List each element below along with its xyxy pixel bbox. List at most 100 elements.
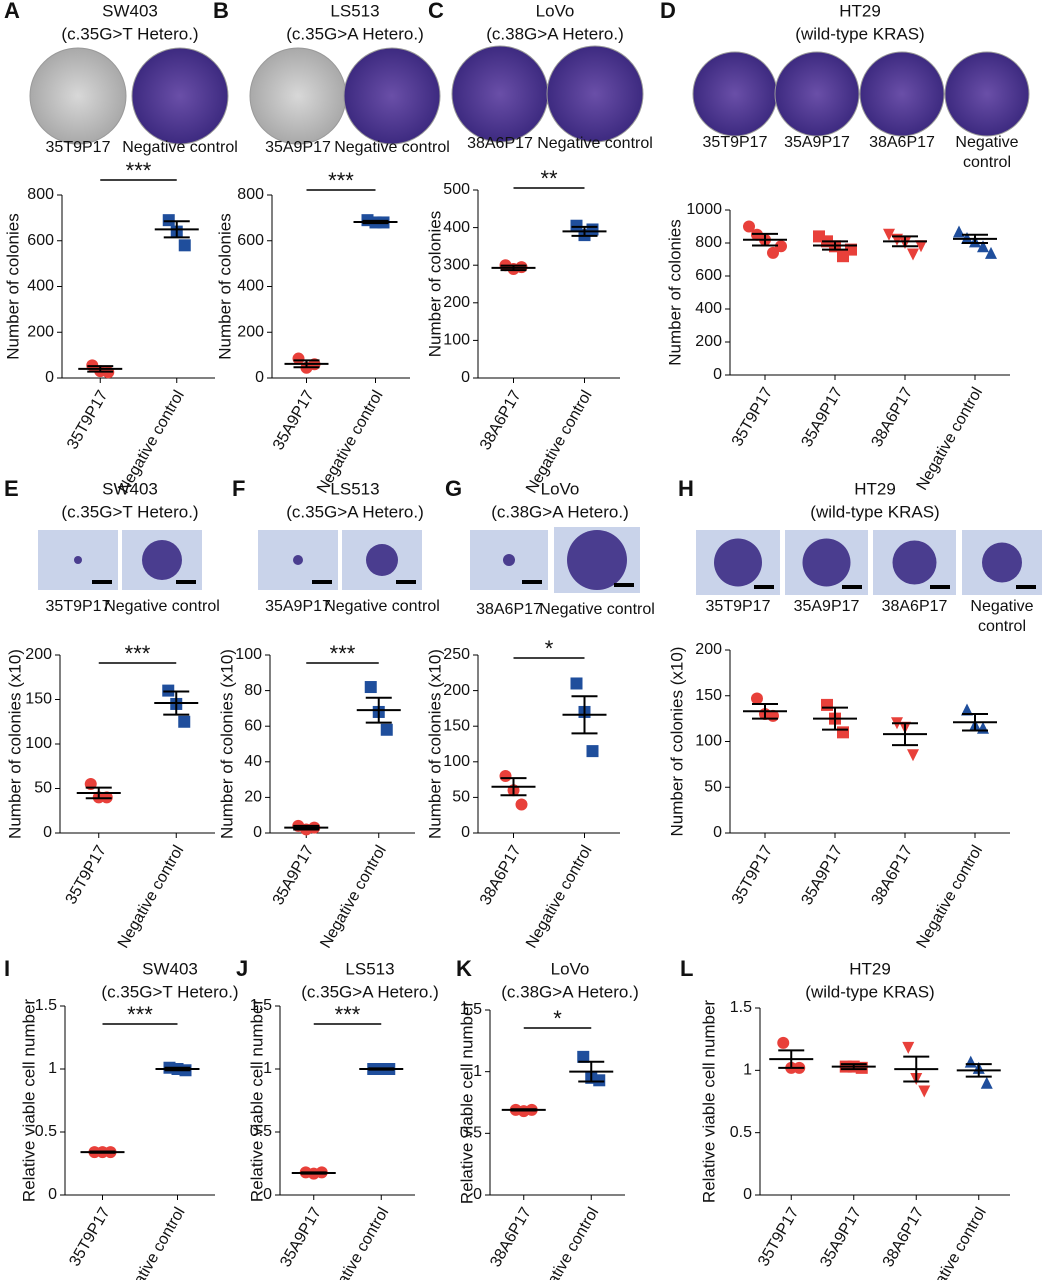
y-tick-label: 1.5 xyxy=(250,997,272,1014)
data-point xyxy=(751,692,763,705)
panel-letter: E xyxy=(4,476,19,501)
panel-letter: L xyxy=(680,956,693,981)
x-tick-label: 35A9P17 xyxy=(270,843,318,909)
y-axis-label: Number of colonies xyxy=(3,213,22,359)
colony xyxy=(293,555,303,565)
y-tick-label: 500 xyxy=(443,181,470,198)
y-tick-label: 600 xyxy=(695,267,722,284)
panel-title: LoVo xyxy=(551,959,590,978)
data-point xyxy=(178,715,191,728)
x-tick-label: Negative control xyxy=(917,1205,990,1280)
data-point xyxy=(883,228,895,241)
x-tick-label: 35A9P17 xyxy=(277,1205,325,1271)
image-caption: Negative control xyxy=(122,139,238,156)
y-tick-label: 60 xyxy=(244,717,262,734)
y-tick-label: 300 xyxy=(443,256,470,273)
significance-label: *** xyxy=(126,158,152,183)
x-tick-label: 35A9P17 xyxy=(798,843,846,909)
y-tick-label: 600 xyxy=(27,232,54,249)
scale-bar xyxy=(754,585,774,589)
image-caption: 38A6P17 xyxy=(881,598,948,615)
panel-title: (c.35G>T Hetero.) xyxy=(61,502,198,521)
data-point xyxy=(162,214,175,227)
image-caption: Negative control xyxy=(955,134,1019,171)
y-tick-label: 200 xyxy=(237,323,264,340)
panel-title: (c.38G>A Hetero.) xyxy=(486,24,623,43)
data-point xyxy=(515,798,528,811)
dish-image xyxy=(692,51,778,137)
image-caption: 35A9P17 xyxy=(784,134,850,151)
colony xyxy=(503,554,515,566)
data-point xyxy=(570,677,583,690)
y-tick-label: 0 xyxy=(45,369,54,386)
colony xyxy=(366,544,398,576)
x-tick-label: 35A9P17 xyxy=(270,388,318,454)
panel-title: (c.38G>A Hetero.) xyxy=(501,982,638,1001)
significance-label: *** xyxy=(127,1002,153,1027)
image-caption: Negative control xyxy=(537,135,653,152)
data-point xyxy=(837,726,849,739)
y-tick-label: 0 xyxy=(473,1186,482,1203)
y-tick-label: 0 xyxy=(743,1186,752,1203)
panel-letter: A xyxy=(4,0,20,23)
y-tick-label: 1.5 xyxy=(460,1001,482,1018)
dish-image xyxy=(29,47,127,145)
y-tick-label: 1.5 xyxy=(730,999,752,1016)
image-caption: 35T9P17 xyxy=(702,134,768,151)
y-axis-label: Number of colonies xyxy=(425,211,444,357)
scale-bar xyxy=(176,580,196,584)
dish-image xyxy=(131,47,229,145)
colony xyxy=(714,538,762,587)
panel-letter: F xyxy=(232,476,245,501)
data-point xyxy=(977,240,989,253)
x-tick-label: Negative control xyxy=(530,1205,603,1280)
panel-title: (wild-type KRAS) xyxy=(810,502,939,521)
data-point xyxy=(980,1076,993,1089)
panel-letter: H xyxy=(678,476,694,501)
colony xyxy=(802,538,851,587)
panel-title: (c.35G>A Hetero.) xyxy=(301,982,438,1001)
y-tick-label: 1.5 xyxy=(35,997,57,1014)
panel-title: (wild-type KRAS) xyxy=(805,982,934,1001)
panel-letter: D xyxy=(660,0,676,23)
y-axis-label: Number of colonies (x10) xyxy=(425,649,444,839)
dish-image xyxy=(451,45,549,143)
image-caption: 35A9P17 xyxy=(793,598,860,615)
y-tick-label: 150 xyxy=(695,687,722,704)
y-tick-label: 0.5 xyxy=(250,1123,272,1140)
data-point xyxy=(586,745,599,758)
y-tick-label: 100 xyxy=(695,733,722,750)
y-tick-label: 800 xyxy=(27,186,54,203)
y-tick-label: 400 xyxy=(27,278,54,295)
data-point xyxy=(593,1074,606,1087)
y-tick-label: 80 xyxy=(244,682,262,699)
scale-bar xyxy=(842,585,862,589)
panel-letter: B xyxy=(213,0,229,23)
y-tick-label: 150 xyxy=(25,691,52,708)
image-caption: 38A6P17 xyxy=(467,135,533,152)
colony xyxy=(74,556,82,564)
y-tick-label: 0.5 xyxy=(460,1125,482,1142)
x-tick-label: 35A9P17 xyxy=(798,385,846,451)
y-tick-label: 100 xyxy=(235,646,262,663)
y-axis-label: Number of colonies xyxy=(215,213,234,359)
panel-letter: I xyxy=(4,956,10,981)
y-tick-label: 0 xyxy=(713,366,722,383)
scale-bar xyxy=(1016,585,1036,589)
x-tick-label: 38A6P17 xyxy=(868,385,916,451)
x-tick-label: 35T9P17 xyxy=(64,388,111,453)
y-tick-label: 100 xyxy=(443,332,470,349)
data-point xyxy=(964,1055,977,1068)
y-axis-label: Relative viable cell number xyxy=(19,999,38,1202)
data-point xyxy=(821,698,833,711)
y-tick-label: 50 xyxy=(452,789,470,806)
panel-title: LoVo xyxy=(536,1,575,20)
image-caption: 35T9P17 xyxy=(705,598,771,615)
panel-title: (c.35G>A Hetero.) xyxy=(286,24,423,43)
x-tick-label: 35A9P17 xyxy=(817,1205,865,1271)
data-point xyxy=(775,240,787,253)
x-tick-label: Negative control xyxy=(914,843,987,952)
y-tick-label: 400 xyxy=(443,219,470,236)
significance-label: *** xyxy=(125,641,151,666)
x-tick-label: Negative control xyxy=(115,843,188,952)
